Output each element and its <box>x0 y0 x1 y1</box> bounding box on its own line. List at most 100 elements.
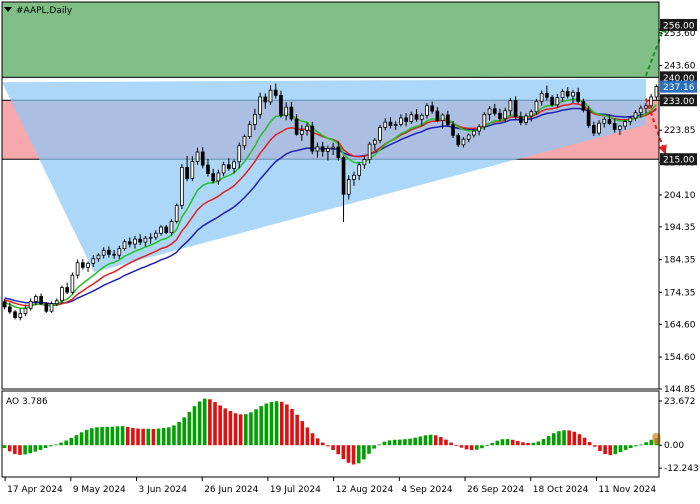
candle <box>310 121 315 155</box>
ema-fast-line <box>4 98 657 310</box>
candle <box>654 84 659 101</box>
y-tick-label: 253.60 <box>664 29 696 39</box>
ao-bar <box>516 440 520 446</box>
candle-body <box>159 226 163 234</box>
candle <box>492 103 497 116</box>
candle-body <box>534 100 539 113</box>
ao-bar <box>249 412 253 446</box>
ao-bar <box>279 401 284 446</box>
dropdown-triangle-icon[interactable] <box>4 7 12 12</box>
candle-body <box>586 109 591 126</box>
candle-body <box>409 114 414 122</box>
ao-bar <box>295 414 299 446</box>
candle-body <box>472 130 476 136</box>
ao-bar <box>546 436 551 446</box>
chart-title: #AAPL,Daily <box>16 6 73 16</box>
candle <box>284 102 289 121</box>
candle-body <box>545 92 549 98</box>
candle-body <box>378 127 382 141</box>
ao-bar <box>603 445 607 455</box>
candle-body <box>91 258 96 264</box>
ao-bar <box>18 445 22 455</box>
ao-bar <box>28 445 33 454</box>
candle-body <box>117 248 122 256</box>
candle-body <box>456 134 461 146</box>
candle <box>393 121 398 130</box>
ao-bar <box>351 445 356 465</box>
candle <box>279 90 283 118</box>
oscillator-pane: 23.672 0.00 -12.243 <box>1 390 699 478</box>
ao-bar <box>105 426 110 446</box>
ao-bar <box>290 408 294 446</box>
ao-bar <box>613 445 618 455</box>
candle <box>331 142 335 155</box>
price-label-box <box>660 18 697 31</box>
candle-body <box>451 124 455 136</box>
candle <box>164 225 169 235</box>
candle <box>487 106 492 121</box>
ao-bar <box>464 445 469 450</box>
candle <box>101 247 106 259</box>
candle-body <box>628 117 633 122</box>
candle-body <box>550 96 554 106</box>
ao-bar <box>572 431 577 446</box>
price-label: 233.00 <box>660 94 697 107</box>
ao-bar <box>634 445 638 447</box>
candle <box>289 101 294 122</box>
ao-bar <box>346 445 351 463</box>
candle-body <box>253 113 257 125</box>
candle-body <box>54 300 59 305</box>
candle <box>451 120 455 138</box>
candle-body <box>487 108 492 115</box>
ao-bar <box>244 414 248 446</box>
candle <box>195 147 200 165</box>
ao-bar <box>387 440 392 446</box>
candle-body <box>206 164 210 175</box>
ao-bar <box>141 428 145 446</box>
candle <box>618 124 622 135</box>
price-label-box <box>660 80 697 93</box>
ao-bar <box>526 442 530 446</box>
ao-bar <box>356 445 361 464</box>
ao-bar <box>474 445 479 450</box>
candle <box>315 142 320 158</box>
candle <box>112 249 116 259</box>
candle-body <box>602 118 607 124</box>
candle-body <box>44 303 49 312</box>
x-tick-label: 12 Aug 2024 <box>336 485 394 495</box>
title-bar[interactable]: #AAPL,Daily <box>4 6 73 16</box>
ao-bar <box>541 439 546 446</box>
candle-body <box>133 238 137 245</box>
candle <box>565 87 570 99</box>
price-label-text: 237.16 <box>663 83 695 93</box>
ao-bar <box>403 439 407 446</box>
candle-body <box>263 96 268 103</box>
candle-body <box>60 287 64 302</box>
candle-body <box>618 125 622 130</box>
ao-bar <box>495 440 500 446</box>
candle-body <box>200 151 205 166</box>
candle <box>472 129 476 138</box>
candle-body <box>86 262 90 268</box>
candle <box>70 272 75 295</box>
candle <box>294 114 299 136</box>
ao-bar <box>510 439 515 446</box>
candle <box>435 107 440 123</box>
candle-body <box>425 105 429 116</box>
candle-body <box>638 107 643 114</box>
ao-bar <box>167 427 171 446</box>
candle <box>49 301 54 313</box>
candle-body <box>268 89 273 103</box>
candle-body <box>18 313 23 318</box>
candle-body <box>393 124 398 126</box>
ao-bar <box>439 436 443 446</box>
candle-body <box>445 114 450 126</box>
candle <box>399 114 403 127</box>
price-label: 237.16 <box>660 80 697 93</box>
ao-bar <box>485 445 489 447</box>
x-tick-label: 26 Jun 2024 <box>204 485 258 495</box>
candle <box>211 168 216 184</box>
candle-body <box>482 113 487 128</box>
candle <box>628 116 633 126</box>
